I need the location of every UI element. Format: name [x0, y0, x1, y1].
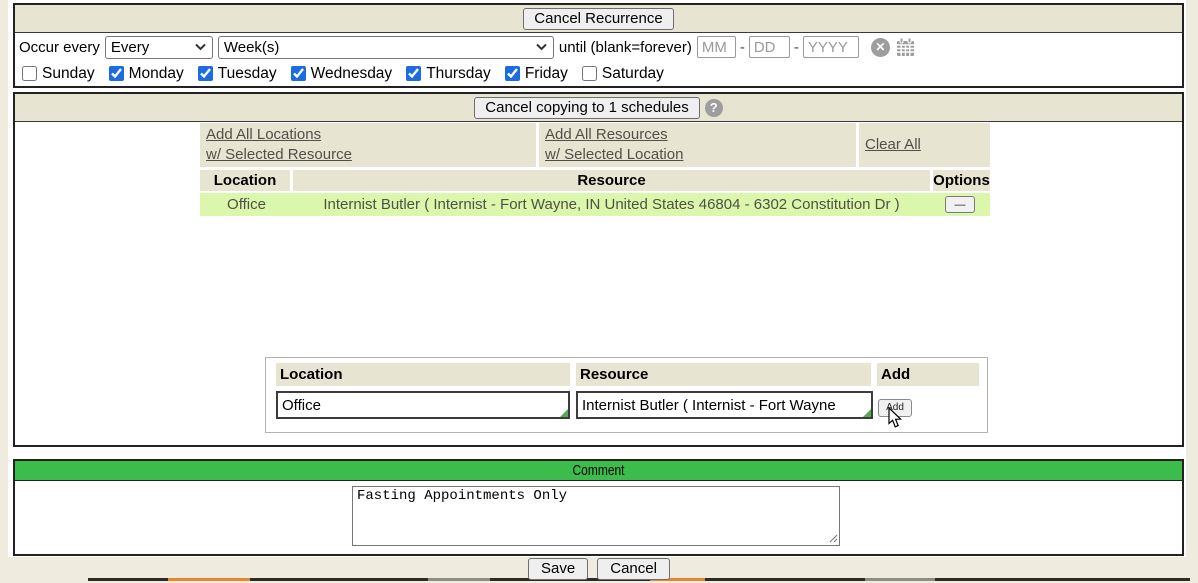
saturday-checkbox[interactable] [581, 66, 597, 81]
clear-date-icon[interactable]: ✕ [870, 37, 890, 57]
resource-select[interactable]: Internist Butler ( Internist - Fort Wayn… [576, 391, 873, 419]
cancel-copying-button[interactable]: Cancel copying to 1 schedules [474, 96, 700, 119]
day-checkbox-thursday[interactable]: Thursday [406, 65, 491, 83]
footer-button-row: Save Cancel [0, 558, 1198, 580]
recurrence-panel: Cancel Recurrence Occur every Every Week… [13, 3, 1184, 88]
comment-panel: Comment Fasting Appointments Only [13, 459, 1184, 556]
resource-column-header: Resource [293, 170, 930, 191]
table-links-row: Add All Locations w/ Selected Resource A… [200, 123, 990, 167]
comment-textarea[interactable]: Fasting Appointments Only [352, 486, 840, 546]
until-year-input[interactable] [802, 36, 859, 58]
schedule-table: Add All Locations w/ Selected Resource A… [200, 123, 990, 216]
until-label: until (blank=forever) [558, 38, 692, 56]
occur-row: Occur every Every Week(s) until (blank=f… [15, 33, 1182, 61]
clear-all-link[interactable]: Clear All [865, 136, 921, 153]
resize-grip-icon [560, 409, 568, 417]
form-add-header: Add [877, 363, 979, 386]
day-checkbox-monday[interactable]: Monday [108, 65, 184, 83]
tuesday-checkbox[interactable] [197, 66, 213, 81]
table-row: Office Internist Butler ( Internist - Fo… [200, 193, 990, 216]
cancel-button[interactable]: Cancel [597, 558, 670, 580]
until-day-input[interactable] [748, 36, 790, 58]
interval-select-wrap: Every [104, 35, 213, 59]
calendar-icon[interactable] [895, 37, 916, 57]
comment-header-label: Comment [572, 462, 625, 479]
interval-select[interactable]: Every [104, 35, 213, 59]
form-location-header: Location [276, 363, 570, 386]
cancel-recurrence-button[interactable]: Cancel Recurrence [523, 7, 674, 30]
friday-checkbox[interactable] [504, 66, 520, 81]
wednesday-checkbox[interactable] [290, 66, 306, 81]
copy-schedules-panel: Cancel copying to 1 schedules ? Add All … [13, 92, 1184, 447]
form-resource-header: Resource [576, 363, 871, 386]
options-column-header: Options [933, 170, 990, 191]
add-button[interactable]: Add [878, 399, 912, 417]
date-separator: - [793, 38, 799, 56]
copy-body: Add All Locations w/ Selected Resource A… [15, 122, 1182, 445]
unit-select[interactable]: Week(s) [217, 35, 554, 59]
monday-checkbox[interactable] [108, 66, 124, 81]
day-checkbox-tuesday[interactable]: Tuesday [197, 65, 277, 83]
day-checkbox-sunday[interactable]: Sunday [22, 65, 95, 83]
day-checkbox-saturday[interactable]: Saturday [581, 65, 664, 83]
save-button[interactable]: Save [528, 558, 589, 580]
row-location-cell: Office [227, 196, 266, 213]
date-separator: - [739, 38, 745, 56]
day-checkbox-friday[interactable]: Friday [504, 65, 568, 83]
resize-grip-icon [863, 409, 871, 417]
location-column-header: Location [200, 170, 290, 191]
help-icon[interactable]: ? [704, 98, 723, 117]
day-checkbox-wednesday[interactable]: Wednesday [290, 65, 392, 83]
add-all-resources-link[interactable]: Add All Resources w/ Selected Location [545, 126, 684, 163]
remove-row-button[interactable]: — [945, 196, 975, 213]
copy-header-bar: Cancel copying to 1 schedules ? [15, 94, 1182, 122]
weekday-checkbox-row: Sunday Monday Tuesday Wednesday Thursday… [15, 61, 1182, 86]
occur-every-label: Occur every [19, 38, 100, 56]
sunday-checkbox[interactable] [22, 66, 37, 81]
comment-header-bar: Comment [15, 461, 1182, 481]
thursday-checkbox[interactable] [406, 66, 422, 81]
add-all-locations-link[interactable]: Add All Locations w/ Selected Resource [206, 126, 352, 163]
add-schedule-form: Location Resource Add Office Internist B… [265, 357, 988, 433]
table-header-row: Location Resource Options [200, 170, 990, 191]
location-select[interactable]: Office [276, 391, 570, 419]
row-resource-cell: Internist Butler ( Internist - Fort Wayn… [323, 196, 900, 213]
recurrence-header-bar: Cancel Recurrence [15, 5, 1182, 33]
until-month-input[interactable] [696, 36, 736, 58]
comment-field-wrap: Fasting Appointments Only [352, 486, 840, 546]
unit-select-wrap: Week(s) [217, 35, 554, 59]
